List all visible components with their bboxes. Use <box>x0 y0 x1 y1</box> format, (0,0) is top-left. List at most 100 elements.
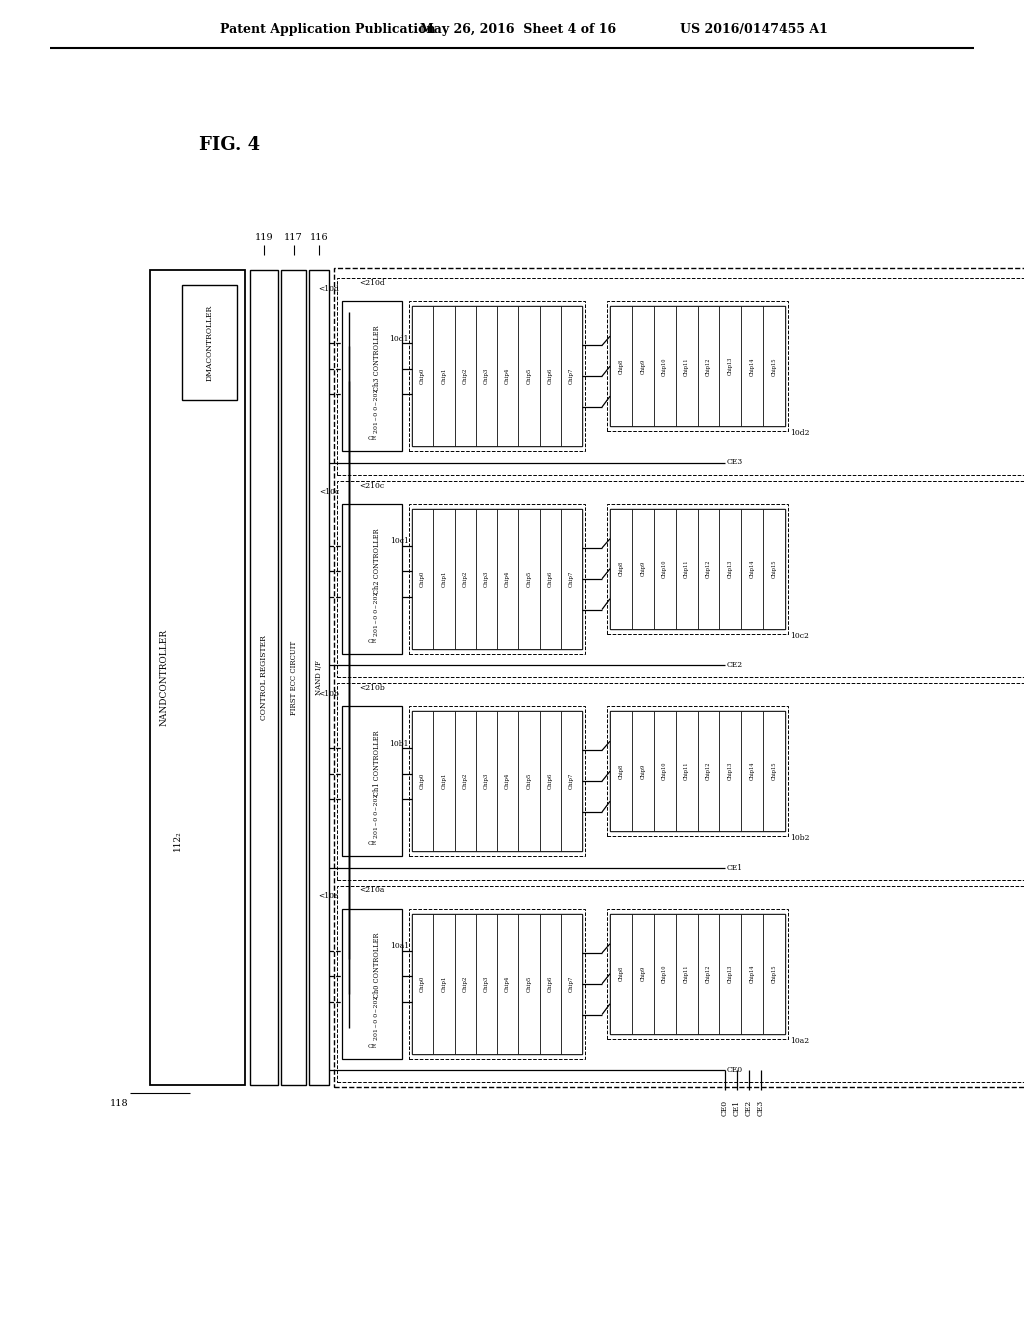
Bar <box>607 301 788 432</box>
Text: Ch3 CONTROLLER: Ch3 CONTROLLER <box>373 326 381 391</box>
Bar <box>632 913 653 1034</box>
Bar <box>518 913 540 1053</box>
Text: Chip2: Chip2 <box>463 570 468 587</box>
Bar <box>309 271 329 1085</box>
Text: Chip7: Chip7 <box>569 975 573 991</box>
Text: US 2016/0147455 A1: US 2016/0147455 A1 <box>680 24 827 37</box>
Text: Chip12: Chip12 <box>706 762 711 780</box>
Text: Ch2 CONTROLLER: Ch2 CONTROLLER <box>373 528 381 594</box>
Text: Chip13: Chip13 <box>728 358 733 375</box>
Bar <box>720 306 741 426</box>
Bar <box>433 306 455 446</box>
Text: Chip11: Chip11 <box>684 356 689 375</box>
Bar <box>412 913 582 1053</box>
Text: Chip3: Chip3 <box>484 368 488 384</box>
Bar <box>342 504 402 653</box>
Bar <box>540 508 561 648</box>
Text: 119: 119 <box>255 234 273 243</box>
Text: NAND I/F: NAND I/F <box>315 660 323 694</box>
Bar <box>497 306 518 446</box>
Bar <box>497 913 518 1053</box>
Text: 112₂: 112₂ <box>172 830 181 851</box>
Text: Chip1: Chip1 <box>441 774 446 789</box>
Bar <box>455 913 476 1053</box>
Bar <box>697 508 720 628</box>
Text: Chip4: Chip4 <box>505 774 510 789</box>
Text: Ch1 CONTROLLER: Ch1 CONTROLLER <box>373 730 381 796</box>
Bar <box>342 908 402 1059</box>
Text: Chip14: Chip14 <box>750 762 755 780</box>
Text: Chip7: Chip7 <box>569 368 573 384</box>
Bar <box>518 306 540 446</box>
Text: Chip11: Chip11 <box>684 965 689 983</box>
Bar <box>632 306 653 426</box>
Text: Chip4: Chip4 <box>505 570 510 587</box>
Bar <box>610 508 785 628</box>
Bar <box>337 480 1024 677</box>
Bar <box>412 508 582 648</box>
Bar <box>334 268 1024 1086</box>
Text: Chip0: Chip0 <box>420 975 425 991</box>
Text: 117: 117 <box>284 234 303 243</box>
Bar <box>607 504 788 634</box>
Bar <box>741 306 763 426</box>
Bar <box>720 508 741 628</box>
Text: Chip11: Chip11 <box>684 560 689 578</box>
Text: Patent Application Publication: Patent Application Publication <box>220 24 435 37</box>
Bar <box>342 301 402 451</box>
Text: Chip8: Chip8 <box>618 764 624 779</box>
Bar <box>763 913 785 1034</box>
Text: Chip15: Chip15 <box>771 965 776 983</box>
Text: <210c: <210c <box>359 482 385 490</box>
Bar <box>337 279 1024 474</box>
Bar <box>497 711 518 851</box>
Text: Chip6: Chip6 <box>548 975 553 991</box>
Bar <box>337 886 1024 1082</box>
Text: Chip14: Chip14 <box>750 560 755 578</box>
Bar <box>518 508 540 648</box>
Text: 118: 118 <box>110 1098 128 1107</box>
Bar <box>518 711 540 851</box>
Bar <box>412 711 582 851</box>
Text: Chip2: Chip2 <box>463 368 468 384</box>
Bar <box>632 711 653 832</box>
Bar <box>476 913 497 1053</box>
Bar <box>632 508 653 628</box>
Text: Chip1: Chip1 <box>441 975 446 991</box>
Text: Chip5: Chip5 <box>526 570 531 587</box>
Text: 10d1: 10d1 <box>389 335 409 343</box>
Bar <box>561 306 582 446</box>
Text: Chip9: Chip9 <box>640 561 645 577</box>
Bar <box>741 508 763 628</box>
Text: Chip14: Chip14 <box>750 965 755 983</box>
Bar <box>653 711 676 832</box>
Text: Chip10: Chip10 <box>663 965 668 983</box>
Bar <box>412 306 433 446</box>
Bar <box>720 913 741 1034</box>
Text: Chip0: Chip0 <box>420 368 425 384</box>
Text: CE: CE <box>368 436 377 441</box>
Bar <box>697 913 720 1034</box>
Text: CE: CE <box>368 1044 377 1049</box>
Bar <box>653 508 676 628</box>
Bar <box>409 706 585 857</box>
Bar <box>720 711 741 832</box>
Text: Chip13: Chip13 <box>728 762 733 780</box>
Text: 10b1: 10b1 <box>389 739 409 747</box>
Text: Chip9: Chip9 <box>640 359 645 374</box>
Text: May 26, 2016  Sheet 4 of 16: May 26, 2016 Sheet 4 of 16 <box>420 24 616 37</box>
Text: 10c2: 10c2 <box>790 632 809 640</box>
Text: Chip6: Chip6 <box>548 570 553 587</box>
Text: Chip8: Chip8 <box>618 561 624 577</box>
Text: <210a: <210a <box>359 887 385 895</box>
Text: Chip7: Chip7 <box>569 570 573 587</box>
Bar <box>342 706 402 857</box>
Bar <box>676 711 697 832</box>
Text: Chip12: Chip12 <box>706 356 711 375</box>
Text: 10d2: 10d2 <box>790 429 810 437</box>
Bar <box>607 908 788 1039</box>
Text: Chip7: Chip7 <box>569 774 573 789</box>
Text: CE1: CE1 <box>726 863 742 871</box>
Bar <box>610 913 785 1034</box>
Bar <box>409 301 585 451</box>
